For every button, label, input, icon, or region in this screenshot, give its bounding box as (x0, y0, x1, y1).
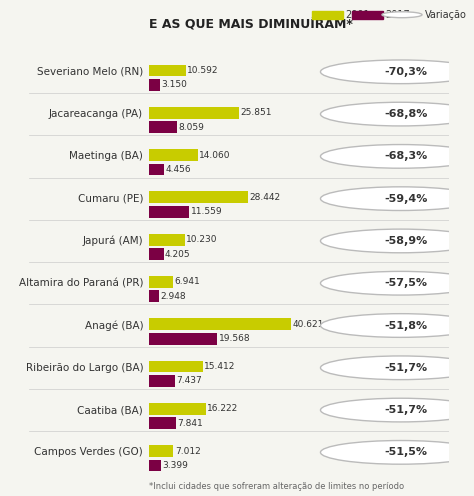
Text: 4.456: 4.456 (166, 165, 191, 174)
Text: 4.205: 4.205 (165, 249, 191, 258)
Circle shape (320, 144, 474, 168)
Text: 15.412: 15.412 (204, 362, 236, 371)
Text: 6.941: 6.941 (174, 277, 201, 287)
Bar (149, 333, 217, 345)
Text: E AS QUE MAIS DIMINUÍRAM*: E AS QUE MAIS DIMINUÍRAM* (149, 19, 353, 32)
Bar (149, 149, 198, 161)
Text: 7.012: 7.012 (175, 446, 201, 456)
Circle shape (320, 60, 474, 84)
Bar (149, 460, 161, 471)
Text: Maetinga (BA): Maetinga (BA) (69, 151, 143, 161)
Bar (149, 445, 173, 457)
Text: 19.568: 19.568 (219, 334, 250, 343)
Text: 3.399: 3.399 (162, 461, 188, 470)
Text: Jacareacanga (PA): Jacareacanga (PA) (49, 109, 143, 119)
Bar (149, 164, 164, 176)
Text: 25.851: 25.851 (241, 108, 272, 118)
Text: 7.841: 7.841 (178, 419, 203, 428)
Text: -70,3%: -70,3% (385, 67, 428, 77)
Text: 10.230: 10.230 (186, 235, 218, 244)
Text: Altamira do Paraná (PR): Altamira do Paraná (PR) (18, 278, 143, 288)
Bar (149, 291, 159, 302)
Bar (149, 417, 176, 429)
Text: 14.060: 14.060 (200, 151, 231, 160)
Circle shape (320, 356, 474, 379)
Text: Severiano Melo (RN): Severiano Melo (RN) (37, 67, 143, 77)
Text: -59,4%: -59,4% (384, 193, 428, 204)
Text: -58,9%: -58,9% (384, 236, 428, 246)
Text: -51,5%: -51,5% (385, 447, 428, 457)
Circle shape (320, 271, 474, 295)
Text: Caatiba (BA): Caatiba (BA) (77, 405, 143, 415)
Text: 11.559: 11.559 (191, 207, 222, 216)
Circle shape (320, 398, 474, 422)
Bar (149, 276, 173, 288)
Text: -68,8%: -68,8% (384, 109, 428, 119)
Text: -68,3%: -68,3% (384, 151, 428, 161)
Bar (149, 64, 186, 76)
Bar (312, 11, 343, 18)
Text: Cumaru (PE): Cumaru (PE) (78, 193, 143, 204)
Text: 2001: 2001 (346, 10, 370, 20)
Text: 2017: 2017 (386, 10, 410, 20)
Text: -51,8%: -51,8% (384, 320, 428, 330)
Text: -57,5%: -57,5% (385, 278, 428, 288)
Bar (149, 79, 160, 91)
Circle shape (320, 229, 474, 253)
Bar (149, 403, 206, 415)
Text: 28.442: 28.442 (250, 193, 281, 202)
Text: Campos Verdes (GO): Campos Verdes (GO) (35, 447, 143, 457)
Text: 10.592: 10.592 (187, 66, 219, 75)
Text: *Inclui cidades que sofreram alteração de limites no período: *Inclui cidades que sofreram alteração d… (149, 482, 404, 491)
Text: Ribeirão do Largo (BA): Ribeirão do Largo (BA) (26, 363, 143, 373)
Text: Variação: Variação (425, 10, 467, 20)
Bar (352, 11, 383, 18)
Text: 7.437: 7.437 (176, 376, 202, 385)
Text: 8.059: 8.059 (178, 123, 204, 132)
Bar (149, 191, 248, 203)
Text: -51,7%: -51,7% (384, 405, 428, 415)
Circle shape (320, 313, 474, 337)
Bar (149, 318, 291, 330)
Text: 3.150: 3.150 (161, 80, 187, 89)
Circle shape (320, 187, 474, 210)
Bar (149, 375, 175, 387)
Bar (149, 361, 203, 372)
Circle shape (382, 12, 422, 18)
Text: -51,7%: -51,7% (384, 363, 428, 373)
Bar (149, 206, 189, 218)
Bar (149, 107, 239, 119)
Bar (149, 122, 177, 133)
Bar (149, 234, 184, 246)
Circle shape (320, 440, 474, 464)
Text: Anagé (BA): Anagé (BA) (84, 320, 143, 331)
Bar (149, 248, 164, 260)
Text: Japurá (AM): Japurá (AM) (82, 236, 143, 246)
Text: 16.222: 16.222 (207, 404, 238, 413)
Text: 40.621: 40.621 (292, 320, 324, 329)
Circle shape (320, 102, 474, 126)
Text: 2.948: 2.948 (161, 292, 186, 301)
